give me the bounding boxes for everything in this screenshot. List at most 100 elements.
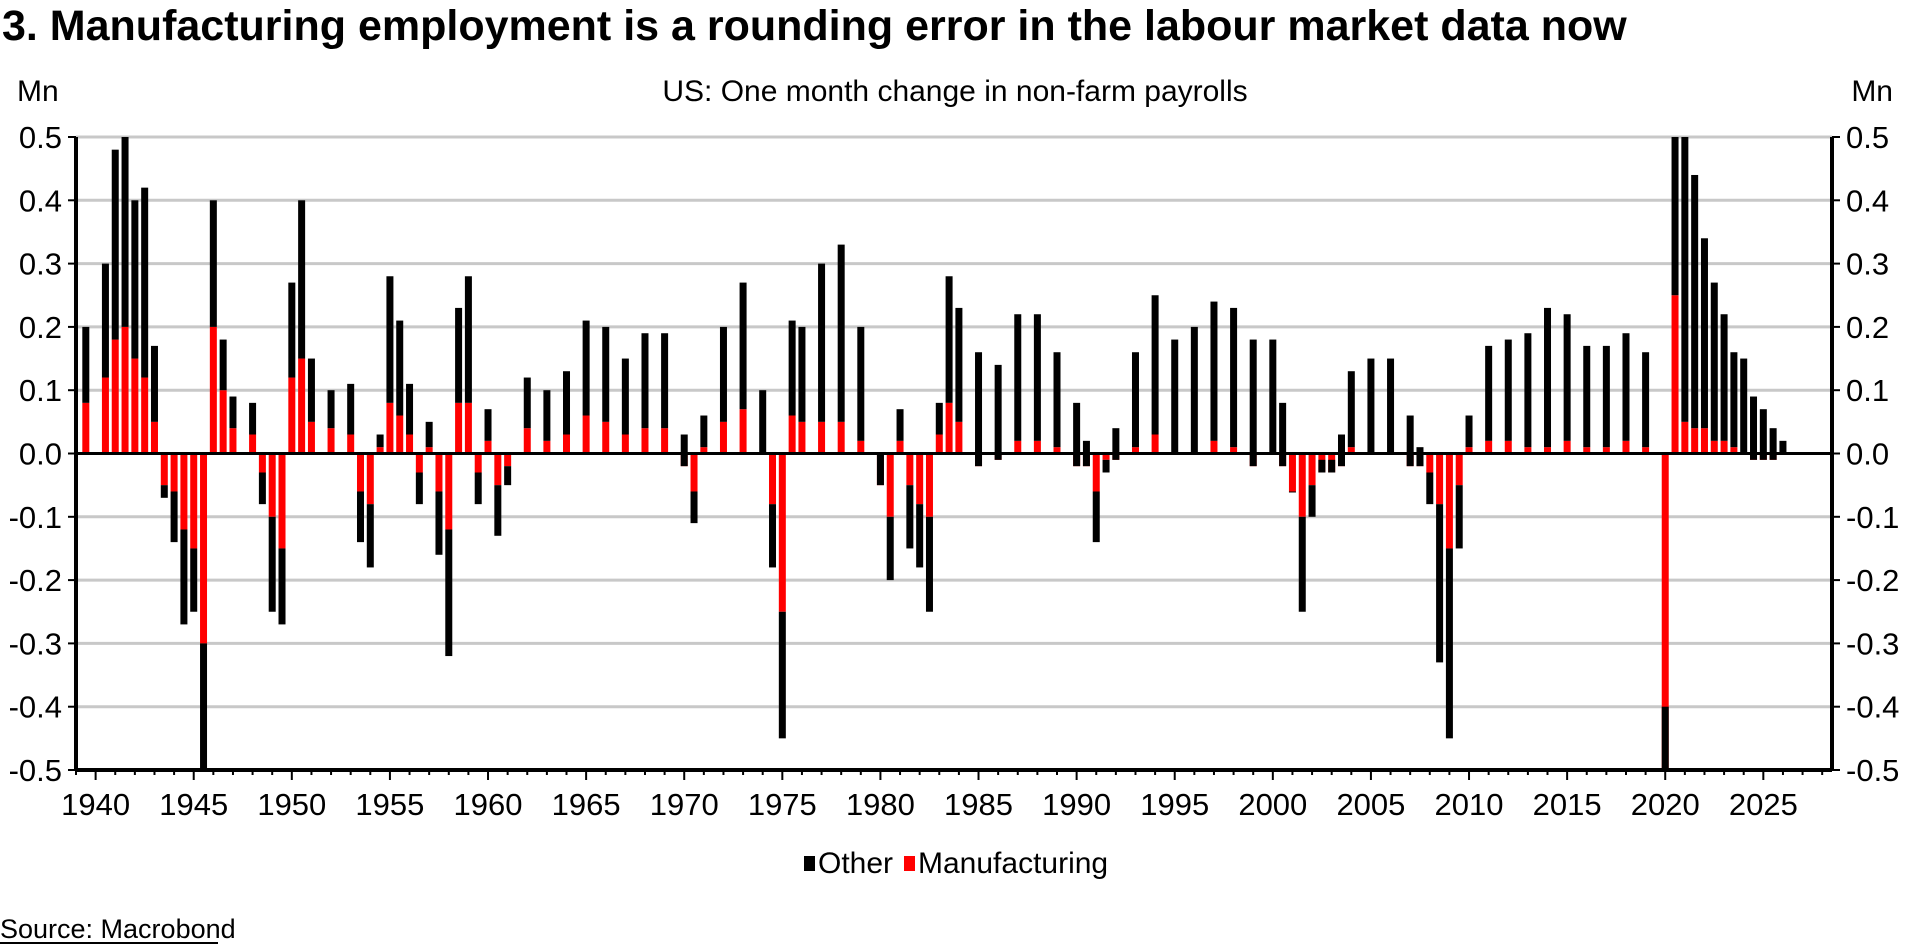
bar-manufacturing xyxy=(543,440,551,454)
bar-other xyxy=(111,149,119,340)
bar-other xyxy=(1642,352,1650,448)
bar-other xyxy=(602,326,610,422)
bar-manufacturing xyxy=(415,453,423,473)
bar-other xyxy=(1387,358,1395,454)
y-tick-label: -0.3 xyxy=(1846,626,1899,661)
y-tick-label: 0.0 xyxy=(1846,437,1889,472)
bar-manufacturing xyxy=(504,453,512,467)
bar-other xyxy=(376,434,384,448)
y-tick-label: 0.0 xyxy=(19,437,62,472)
bar-other xyxy=(131,200,139,359)
x-tick-label: 2015 xyxy=(1533,787,1602,822)
y-tick-label: 0.2 xyxy=(19,310,62,345)
x-tick-label: 1980 xyxy=(846,787,915,822)
bar-other xyxy=(719,326,727,422)
x-tick-label: 2000 xyxy=(1238,787,1307,822)
bar-other xyxy=(975,352,983,467)
bar-other xyxy=(543,390,551,441)
bar-other xyxy=(258,472,266,505)
bar-manufacturing xyxy=(435,453,443,492)
bar-manufacturing xyxy=(484,440,492,454)
bar-manufacturing xyxy=(896,440,904,454)
bar-other xyxy=(464,276,472,403)
x-tick-label: 2010 xyxy=(1435,787,1504,822)
bar-manufacturing xyxy=(200,453,208,644)
bar-other xyxy=(1102,459,1110,473)
bar-manufacturing xyxy=(1700,428,1708,454)
bar-manufacturing xyxy=(1210,440,1218,454)
bar-other xyxy=(356,491,364,543)
bar-other xyxy=(935,402,943,435)
bar-manufacturing xyxy=(1720,440,1728,454)
x-tick-label: 1975 xyxy=(748,787,817,822)
bar-manufacturing xyxy=(229,428,237,454)
bar-other xyxy=(818,263,826,422)
bar-manufacturing xyxy=(1436,453,1444,505)
bar-manufacturing xyxy=(739,409,747,454)
bar-other xyxy=(455,307,463,403)
y-tick-label: 0.1 xyxy=(19,373,62,408)
y-ticks-left: 0.5 0.4 0.3 0.2 0.1 0.0 -0.1 -0.2 -0.3 -0.4 -0.5 xyxy=(9,120,62,788)
bar-manufacturing xyxy=(523,428,531,454)
bar-other xyxy=(1504,339,1512,441)
bar-other xyxy=(190,548,198,612)
bar-manufacturing xyxy=(1151,434,1159,454)
bar-manufacturing xyxy=(455,402,463,454)
bar-other xyxy=(1406,415,1414,467)
bar-other xyxy=(1092,491,1100,543)
bar-other xyxy=(886,516,894,581)
y-tick-label: 0.5 xyxy=(19,120,62,155)
bar-other xyxy=(494,485,502,536)
x-tick-label: 1965 xyxy=(552,787,621,822)
bar-other xyxy=(1279,402,1287,467)
bar-other xyxy=(1681,137,1689,422)
bar-other xyxy=(523,377,531,429)
bar-manufacturing xyxy=(111,339,119,454)
y-tick-label: -0.3 xyxy=(9,626,62,661)
bar-other xyxy=(1544,307,1552,448)
bar-other xyxy=(121,137,129,327)
bar-manufacturing xyxy=(641,428,649,454)
bar-manufacturing xyxy=(1583,447,1591,454)
bar-manufacturing xyxy=(1465,447,1473,454)
bar-other xyxy=(209,200,217,327)
bar-manufacturing xyxy=(621,434,629,454)
bar-other xyxy=(278,548,286,625)
axes xyxy=(68,136,1840,780)
bar-manufacturing xyxy=(376,447,384,454)
bar-manufacturing xyxy=(1230,447,1238,454)
bar-manufacturing xyxy=(1681,421,1689,454)
bar-manufacturing xyxy=(121,326,129,454)
bar-manufacturing xyxy=(1033,440,1041,454)
bar-other xyxy=(1298,516,1306,612)
bar-other xyxy=(327,390,335,429)
bar-manufacturing xyxy=(249,434,257,454)
bar-other xyxy=(1671,137,1679,296)
legend-swatch-other xyxy=(804,856,815,871)
y-tick-label: -0.5 xyxy=(1846,753,1899,788)
bar-manufacturing xyxy=(298,358,306,454)
bar-manufacturing xyxy=(1426,453,1434,473)
bar-manufacturing xyxy=(101,377,109,454)
bar-manufacturing xyxy=(209,326,217,454)
bar-manufacturing xyxy=(1602,447,1610,454)
bar-manufacturing xyxy=(916,453,924,505)
bar-manufacturing xyxy=(1622,440,1630,454)
bar-other xyxy=(1445,548,1453,739)
bar-other xyxy=(1779,440,1787,454)
bar-other xyxy=(1436,504,1444,663)
y-axis-unit-left: Mn xyxy=(17,75,59,108)
bar-other xyxy=(1416,447,1424,467)
bar-other xyxy=(82,326,90,403)
bar-manufacturing xyxy=(1563,440,1571,454)
bar-manufacturing xyxy=(719,421,727,454)
bar-other xyxy=(1769,428,1777,460)
x-tick-label: 1990 xyxy=(1042,787,1111,822)
bar-other xyxy=(347,383,355,435)
y-tick-label: -0.1 xyxy=(1846,500,1899,535)
bar-other xyxy=(366,504,374,568)
bar-manufacturing xyxy=(190,453,198,549)
bar-manufacturing xyxy=(1455,453,1463,486)
x-tick-label: 1940 xyxy=(61,787,130,822)
bar-other xyxy=(396,320,404,416)
